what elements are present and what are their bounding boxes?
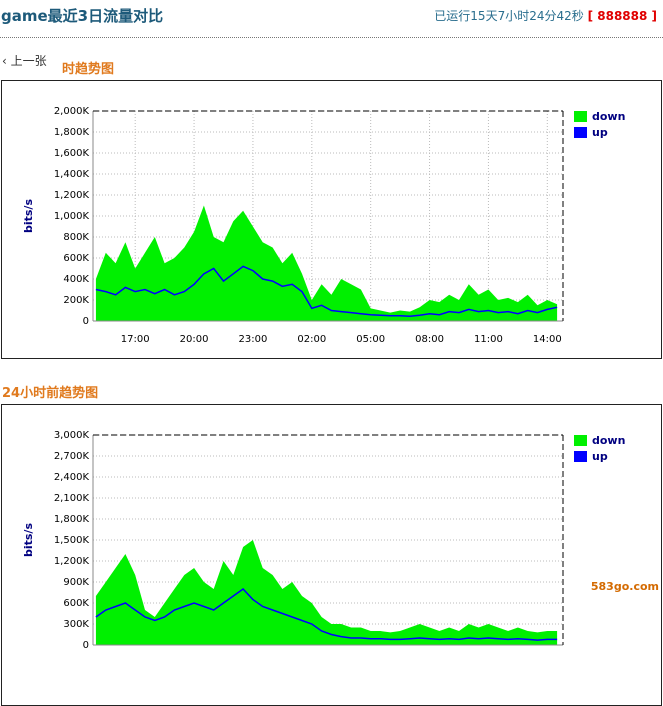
divider [0,37,663,38]
y-tick-label: 0 [83,316,89,327]
page: game最近3日流量对比 已运行15天7小时24分42秒 [ 888888 ] … [0,7,663,706]
y-tick-label: 1,200K [54,556,90,567]
y-tick-label: 2,100K [54,493,90,504]
chart-box: 0 200K 400K 600K 800K 1,000K 1,200K 1,400K 1,600… [1,80,662,359]
y-tick-label: 1,600K [54,148,90,159]
y-tick-label: 1,800K [54,127,90,138]
prev-link[interactable]: ‹ 上一张 [2,54,47,68]
x-tick-label: 23:00 [239,334,268,345]
y-tick-label: 2,400K [54,472,90,483]
line [95,265,558,318]
legend-swatch [574,111,587,122]
area [95,540,558,645]
x-tick-label: 11:00 [474,334,503,345]
y-tick-label: 800K [63,232,89,243]
y-tick-label: 1,000K [54,211,90,222]
x-tick-label: 17:00 [121,334,150,345]
legend-label: up [592,450,608,463]
status: 已运行15天7小时24分42秒 [ 888888 ] [434,7,657,24]
y-tick-label: 1,200K [54,190,90,201]
uptime: 已运行15天7小时24分42秒 [434,9,584,23]
x-tick-label: 14:00 [533,334,562,345]
x-tick-label: 02:00 [297,334,326,345]
y-tick-label: 3,000K [54,430,90,441]
legend-swatch [574,435,587,446]
legend-label: down [592,110,625,123]
y-tick-label: 2,700K [54,451,90,462]
area [95,205,558,321]
chart-box: 0 300K 600K 900K 1,200K 1,500K 1,800K 2,100K 2,4… [1,404,662,706]
y-tick-label: 1,800K [54,514,90,525]
legend-swatch [574,451,587,462]
y-tick-label: 900K [63,577,89,588]
chart: 0 200K 400K 600K 800K 1,000K 1,200K 1,400K 1,600… [22,106,625,345]
x-tick-label: 08:00 [415,334,444,345]
y-tick-label: 400K [63,274,89,285]
legend-swatch [574,127,587,138]
page-title: game最近3日流量对比 [1,7,164,25]
y-tick-label: 2,000K [54,106,90,117]
y-tick-label: 200K [63,295,89,306]
y-tick-label: 300K [63,619,89,630]
legend-label: down [592,434,625,447]
x-tick-label: 20:00 [180,334,209,345]
chart: 0300K600K900K1,200K1,500K1,800K2,100K2,4… [22,430,625,651]
y-tick-label: 600K [63,253,89,264]
section-title: 24小时前趋势图 [2,386,99,401]
y-axis-label: bits/s [22,199,35,233]
prev-text[interactable]: 上一张 [10,54,47,68]
y-tick-label: 1,400K [54,169,90,180]
legend-label: up [592,126,608,139]
section-title: 时趋势图 [62,62,115,77]
y-tick-label: 0 [83,640,89,651]
y-tick-label: 1,500K [54,535,90,546]
x-tick-label: 05:00 [356,334,385,345]
code: [ 888888 ] [587,9,657,23]
watermark: 583go.com [590,580,659,593]
y-axis-label: bits/s [22,523,35,557]
